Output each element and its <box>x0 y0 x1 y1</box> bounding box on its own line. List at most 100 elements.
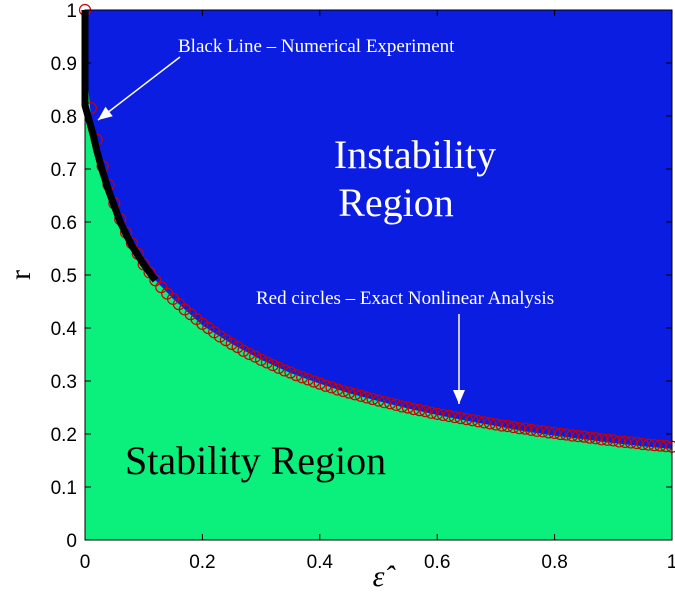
y-tick-label: 0.3 <box>51 372 77 393</box>
exact-circle-point <box>307 375 321 388</box>
exact-circle-point <box>489 418 502 431</box>
exact-circle-point <box>478 416 491 429</box>
exact-circle-point <box>466 414 479 427</box>
stability-region <box>85 10 672 540</box>
exact-circle-point <box>636 437 649 451</box>
exact-circle-point <box>225 337 238 350</box>
exact-arrow-head <box>453 390 465 404</box>
x-axis-ticks: 0 0.2 0.4 0.6 0.8 1 <box>80 10 675 573</box>
exact-circle-point <box>571 430 585 443</box>
x-tick-label: 0 <box>80 552 91 573</box>
exact-circle-point <box>607 434 620 447</box>
exact-circle-point <box>372 394 385 407</box>
exact-circle-point <box>436 408 450 422</box>
numerical-arrow-shaft <box>97 56 181 121</box>
exact-circle-point <box>630 436 643 450</box>
numerical-annotation-arrow <box>97 56 181 121</box>
numerical-arrow-head <box>98 106 113 120</box>
x-tick-label: 0.6 <box>424 552 450 573</box>
exact-circle-point <box>296 371 309 384</box>
y-axis-label: r <box>4 270 37 280</box>
exact-circle-point <box>613 435 626 448</box>
exact-circle-point <box>583 431 596 444</box>
exact-circle-point <box>448 410 461 424</box>
instability-region-label: Instability Region <box>334 132 506 225</box>
exact-circle-point <box>495 419 508 432</box>
exact-circle-point <box>648 439 661 452</box>
exact-circle-point <box>513 422 526 435</box>
y-tick-label: 0.2 <box>51 425 77 446</box>
exact-circle-point <box>554 427 567 441</box>
exact-circle-point <box>542 426 555 439</box>
exact-circle-point <box>642 438 655 451</box>
exact-circle-point <box>243 347 256 361</box>
exact-circle-point <box>442 409 456 423</box>
exact-circle-point <box>237 344 250 357</box>
exact-circle-point <box>507 421 520 434</box>
numerical-annotation-text: Black Line – Numerical Experiment <box>178 36 455 57</box>
exact-circle-point <box>354 389 367 402</box>
exact-circle-point <box>624 436 638 449</box>
y-tick-label: 0.4 <box>51 319 78 340</box>
exact-circle-point <box>348 388 362 401</box>
exact-circle-point <box>566 429 579 442</box>
exact-circle-point <box>530 424 544 437</box>
exact-circle-point <box>472 415 485 428</box>
exact-circle-point <box>577 430 591 443</box>
x-tick-label: 0.2 <box>189 552 215 573</box>
exact-circle-point <box>219 334 232 347</box>
exact-circle-point <box>290 369 303 382</box>
exact-circle-point <box>301 373 315 386</box>
exact-circle-point <box>454 412 467 425</box>
exact-circle-point <box>284 366 297 379</box>
numerical-experiment-line <box>81 10 159 283</box>
exact-circle-point <box>378 396 391 409</box>
instability-label-line-2: Region <box>338 180 454 225</box>
exact-circle-point <box>366 392 379 406</box>
exact-circle-point <box>425 406 438 419</box>
exact-circle-point <box>331 383 344 396</box>
y-tick-label: 1 <box>66 1 77 22</box>
exact-circle-point <box>255 353 268 366</box>
x-tick-label: 0.8 <box>541 552 567 573</box>
y-tick-label: 0.9 <box>51 54 77 75</box>
exact-circle-point <box>395 400 409 413</box>
exact-circle-point <box>343 386 356 399</box>
exact-circle-point <box>595 433 608 446</box>
exact-circle-point <box>419 405 432 418</box>
exact-circle-point <box>407 402 420 416</box>
exact-circle-point <box>272 361 285 374</box>
y-tick-label: 0.1 <box>51 478 77 499</box>
y-axis-ticks: 0 0.1 0.2 0.3 0.4 0.5 0.6 0.7 0.8 0.9 1 <box>51 1 672 552</box>
exact-circle-point <box>213 330 227 343</box>
exact-annotation-arrow <box>453 314 465 404</box>
y-tick-label: 0 <box>66 531 77 552</box>
exact-annotation-text: Red circles – Exact Nonlinear Analysis <box>256 288 554 309</box>
exact-circle-point <box>589 432 602 445</box>
plot-area <box>78 3 675 540</box>
exact-circle-point <box>536 425 549 438</box>
exact-circle-point <box>337 384 350 398</box>
exact-circle-point <box>325 381 338 394</box>
x-axis-label: ε̂ <box>373 560 397 593</box>
exact-circle-point <box>266 359 279 372</box>
exact-circle-point <box>384 397 397 410</box>
y-tick-label: 0.6 <box>51 213 77 234</box>
y-tick-label: 0.7 <box>51 160 77 181</box>
exact-circle-point <box>413 404 426 417</box>
exact-circle-point <box>360 391 373 404</box>
exact-circle-point <box>313 377 326 390</box>
exact-circle-point <box>525 423 538 436</box>
exact-circle-point <box>319 379 332 392</box>
exact-circle-point <box>431 407 444 420</box>
exact-circle-point <box>654 439 667 452</box>
exact-circle-point <box>278 364 291 377</box>
exact-circle-point <box>390 398 403 411</box>
exact-circle-point <box>560 428 573 441</box>
exact-circle-point <box>260 356 274 369</box>
exact-circle-point <box>401 401 414 414</box>
y-tick-label: 0.8 <box>51 107 77 128</box>
exact-circle-point <box>618 435 632 449</box>
y-tick-label: 0.5 <box>51 266 77 287</box>
